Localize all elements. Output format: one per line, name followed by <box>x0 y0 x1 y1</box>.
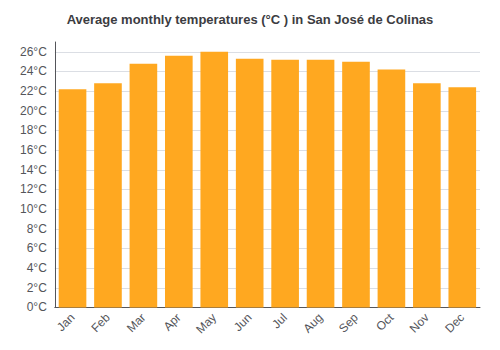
svg-text:12°C: 12°C <box>20 182 47 196</box>
svg-text:22°C: 22°C <box>20 84 47 98</box>
svg-text:Average monthly temperatures (: Average monthly temperatures (°C ) in Sa… <box>67 12 434 27</box>
svg-text:Mar: Mar <box>124 311 149 335</box>
svg-text:16°C: 16°C <box>20 143 47 157</box>
svg-text:Oct: Oct <box>373 310 397 334</box>
svg-text:Jun: Jun <box>231 311 255 335</box>
svg-text:2°C: 2°C <box>27 281 47 295</box>
svg-text:Jul: Jul <box>269 311 290 332</box>
svg-text:14°C: 14°C <box>20 163 47 177</box>
svg-text:24°C: 24°C <box>20 64 47 78</box>
svg-text:May: May <box>193 311 219 337</box>
svg-text:Apr: Apr <box>161 311 184 334</box>
svg-text:6°C: 6°C <box>27 241 47 255</box>
svg-text:Sep: Sep <box>336 310 361 335</box>
svg-text:26°C: 26°C <box>20 45 47 59</box>
svg-text:4°C: 4°C <box>27 261 47 275</box>
svg-text:Dec: Dec <box>442 311 467 336</box>
svg-text:Nov: Nov <box>407 311 432 336</box>
svg-text:18°C: 18°C <box>20 123 47 137</box>
svg-text:20°C: 20°C <box>20 104 47 118</box>
svg-text:Aug: Aug <box>301 311 326 336</box>
svg-text:0°C: 0°C <box>27 300 47 314</box>
svg-text:Jan: Jan <box>54 311 78 335</box>
svg-text:10°C: 10°C <box>20 202 47 216</box>
svg-text:8°C: 8°C <box>27 222 47 236</box>
svg-text:Feb: Feb <box>88 310 113 335</box>
